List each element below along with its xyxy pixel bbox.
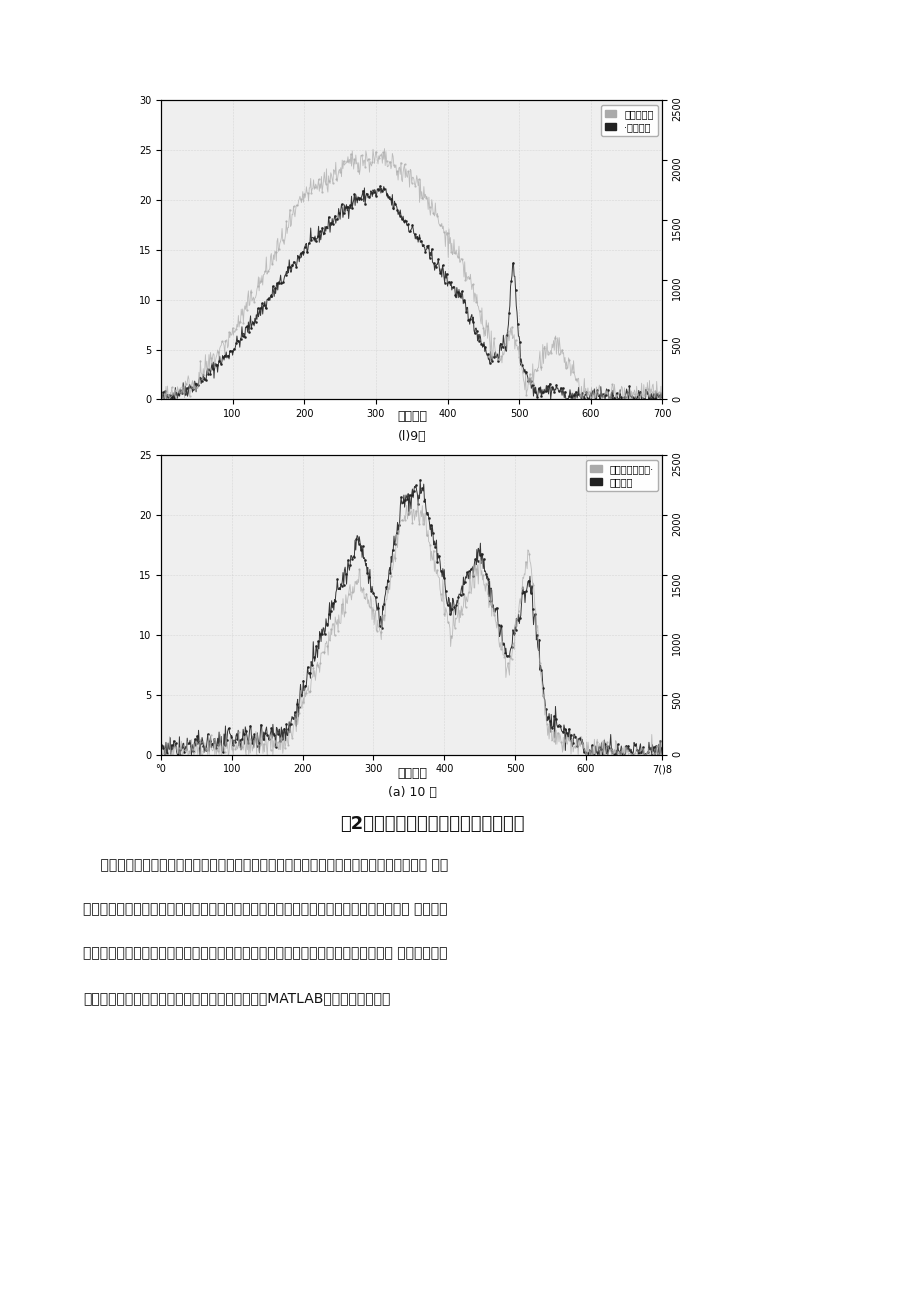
Legend: 一宾际发电功率·, 光虑强度: 一宾际发电功率·, 光虑强度 bbox=[585, 461, 657, 490]
Text: 者关系呼正相关，三者曲线走势基本一致。在该地区搽建实验平台，利用光照强度检 测仪和功率记: 者关系呼正相关，三者曲线走势基本一致。在该地区搽建实验平台，利用光照强度检 测仪… bbox=[83, 947, 447, 960]
Text: 利用小时、月累计辐照度之间的曲线图，对比分析三者之间的关系，结果表明，不同光伏 电站，三: 利用小时、月累计辐照度之间的曲线图，对比分析三者之间的关系，结果表明，不同光伏 … bbox=[83, 903, 447, 916]
Text: (l)9月: (l)9月 bbox=[397, 429, 426, 442]
Text: 数据个数: 数据个数 bbox=[397, 410, 426, 423]
Text: 摘要：在高海拔荒漠地区，采集两个光伏电站的发电数据，绘制一年中每月的发电量、月 平均: 摘要：在高海拔荒漠地区，采集两个光伏电站的发电数据，绘制一年中每月的发电量、月 … bbox=[83, 859, 448, 872]
Text: 录仪，采集光照强度和光伏组件的实际功率，通过MATLAB软件绘制两者的曲: 录仪，采集光照强度和光伏组件的实际功率，通过MATLAB软件绘制两者的曲 bbox=[83, 991, 390, 1004]
Text: 图2实际发电功率与光照强度的曲线图: 图2实际发电功率与光照强度的曲线图 bbox=[340, 814, 524, 833]
Legend: 际发电功率, ·光照强度: 际发电功率, ·光照强度 bbox=[600, 105, 657, 135]
Text: (a) 10 月: (a) 10 月 bbox=[387, 786, 437, 799]
Text: 数据个数: 数据个数 bbox=[397, 766, 426, 779]
